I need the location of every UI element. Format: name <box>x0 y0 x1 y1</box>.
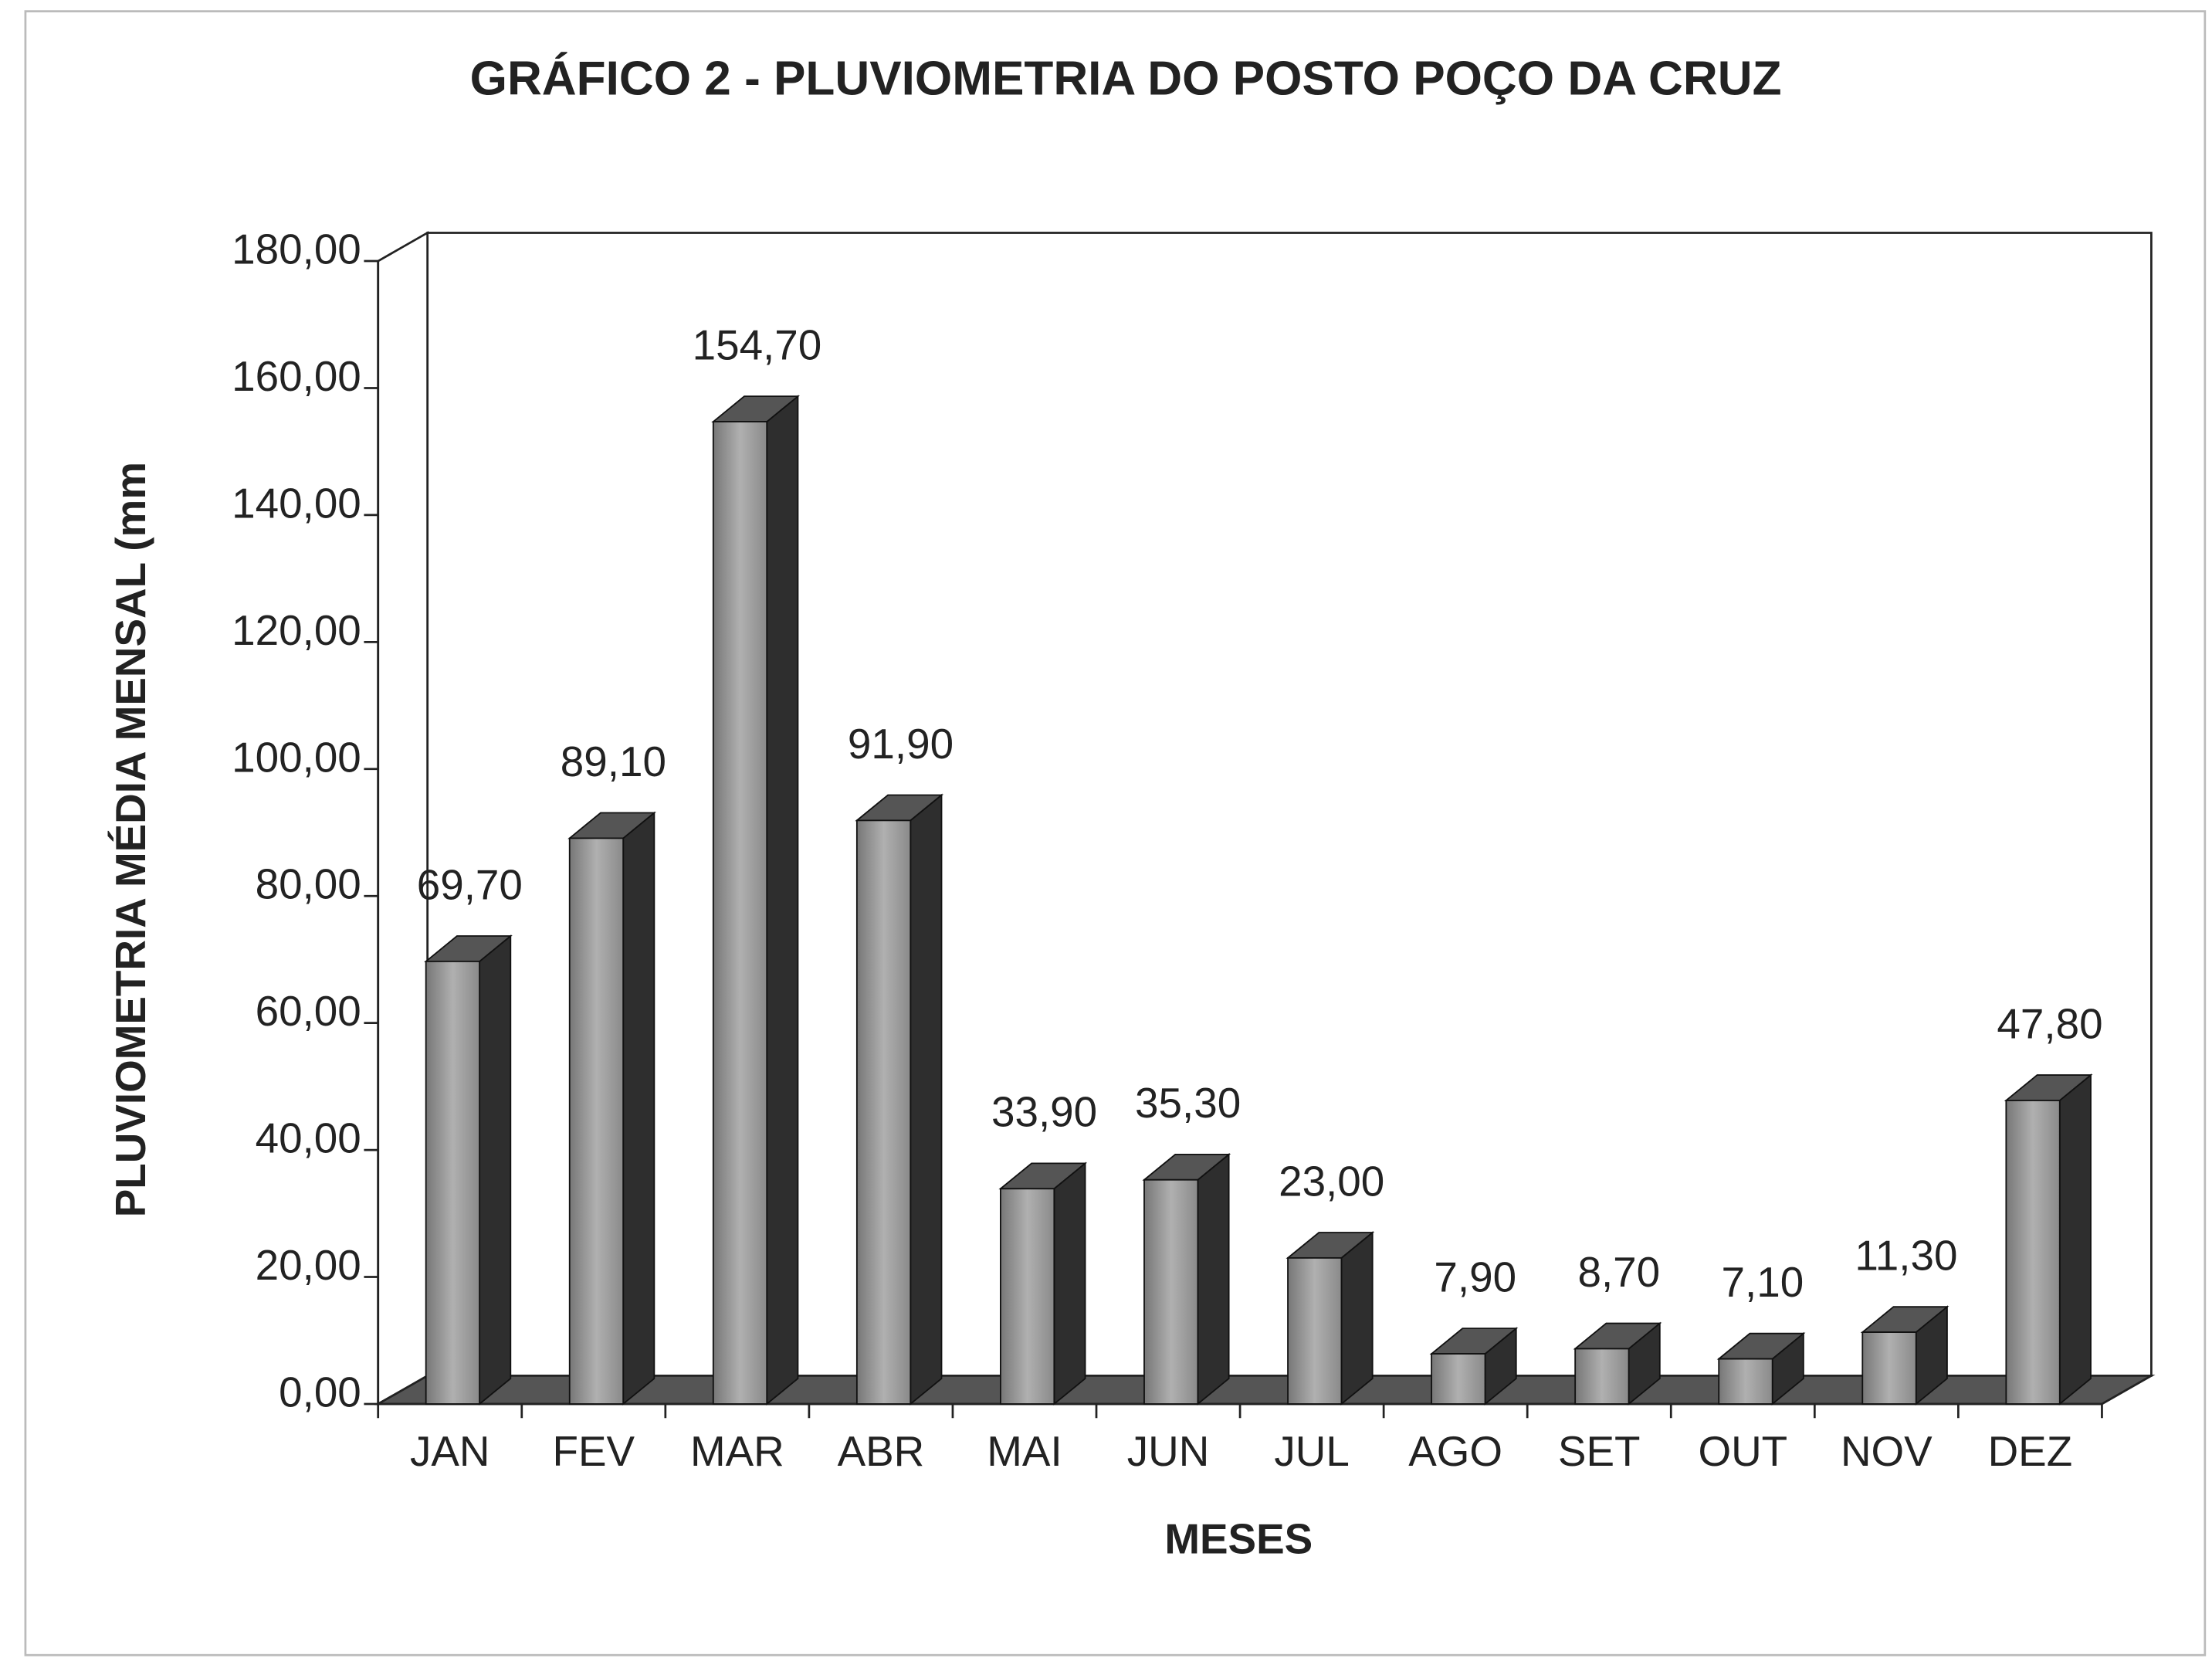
bar <box>855 819 912 1405</box>
value-label: 69,70 <box>417 860 523 908</box>
value-label: 7,10 <box>1722 1258 1804 1306</box>
y-tick-label: 40,00 <box>256 1114 361 1162</box>
value-label: 35,30 <box>1135 1079 1241 1127</box>
x-tick-label: JAN <box>410 1427 490 1475</box>
bar-side <box>622 811 655 1406</box>
bar <box>1143 1178 1199 1405</box>
value-label: 89,10 <box>561 738 666 785</box>
y-tick-label: 140,00 <box>232 479 361 527</box>
x-tick-label: FEV <box>553 1427 635 1475</box>
x-tick-label: AGO <box>1408 1427 1502 1475</box>
y-tick-label: 180,00 <box>232 226 361 273</box>
bar <box>1287 1256 1343 1405</box>
bar <box>1718 1358 1773 1405</box>
y-tick-label: 160,00 <box>232 352 361 400</box>
y-tick-label: 120,00 <box>232 606 361 654</box>
y-axis-label: PLUVIOMETRIA MÉDIA MENSAL (mm <box>107 462 154 1217</box>
bar <box>712 421 768 1405</box>
bar-side <box>910 793 943 1406</box>
x-tick-label: JUN <box>1127 1427 1210 1475</box>
side-wall <box>377 231 429 1406</box>
bar <box>1861 1331 1917 1405</box>
value-label: 33,90 <box>991 1088 1097 1136</box>
y-tick-label: 20,00 <box>256 1241 361 1289</box>
plot: 0,00 20,00 40,00 60,00 80,00 100,00 120,00 140,… <box>232 226 2156 1475</box>
value-label: 154,70 <box>693 321 822 369</box>
bar-side <box>766 395 799 1406</box>
value-label: 47,80 <box>1997 999 2102 1047</box>
frame <box>24 10 2207 1657</box>
bar <box>1000 1188 1055 1405</box>
bar <box>2005 1100 2061 1405</box>
x-tick-label: OUT <box>1698 1427 1787 1475</box>
x-tick-label: JUL <box>1274 1427 1349 1475</box>
bar <box>1431 1353 1486 1405</box>
x-tick-label: DEZ <box>1988 1427 2073 1475</box>
x-tick-label: MAR <box>690 1427 784 1475</box>
bar <box>568 837 625 1405</box>
bar <box>425 960 481 1405</box>
y-tick-label: 60,00 <box>256 987 361 1035</box>
value-label: 11,30 <box>1855 1232 1957 1280</box>
x-tick-label: MAI <box>987 1427 1062 1475</box>
y-tick-label: 100,00 <box>232 733 361 781</box>
x-axis-label: MESES <box>1164 1515 1313 1563</box>
x-tick-label: SET <box>1558 1427 1641 1475</box>
bar-side <box>2058 1073 2092 1406</box>
chart-title: GRÁFICO 2 - PLUVIOMETRIA DO POSTO POÇO D… <box>470 51 1782 105</box>
y-tick-label: 80,00 <box>256 860 361 908</box>
value-label: 8,70 <box>1577 1248 1660 1296</box>
value-label: 7,90 <box>1434 1253 1516 1301</box>
y-tick-label: 0,00 <box>279 1368 361 1416</box>
bar <box>1574 1348 1630 1405</box>
bar-side <box>1197 1152 1230 1406</box>
bar-side <box>1053 1161 1086 1406</box>
value-label: 91,90 <box>848 720 954 768</box>
value-label: 23,00 <box>1279 1157 1384 1205</box>
bar-side <box>479 934 512 1406</box>
x-tick-label: ABR <box>838 1427 925 1475</box>
x-tick-label: NOV <box>1841 1427 1933 1475</box>
bar-side <box>1340 1231 1374 1406</box>
